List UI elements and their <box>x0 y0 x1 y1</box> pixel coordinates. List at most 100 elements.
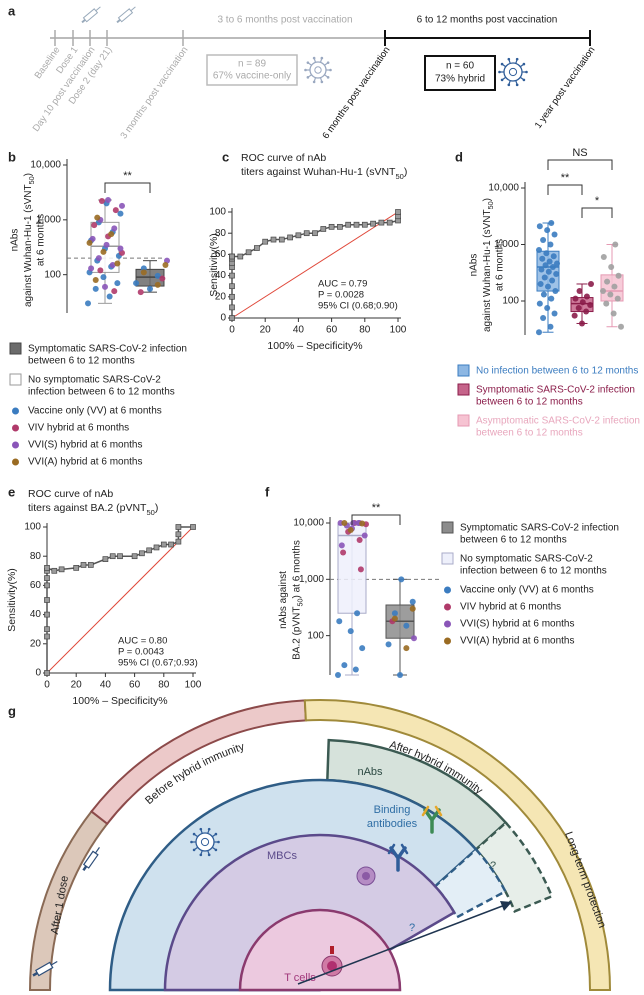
significance-bracket <box>351 514 401 525</box>
significance-label: * <box>595 195 600 207</box>
significance-bracket <box>581 207 613 218</box>
y-tick-label: 100 <box>502 296 519 307</box>
syringe-icon <box>32 960 58 977</box>
reference-line <box>231 211 399 319</box>
significance-bracket <box>104 182 151 193</box>
dot <box>154 272 161 279</box>
y-label-line-part: BA.2 (pVNT <box>291 607 302 660</box>
roc-point <box>229 293 235 300</box>
dot <box>385 641 392 648</box>
syringe-plunger <box>116 19 121 24</box>
roc-point <box>245 249 252 256</box>
dot <box>575 305 582 312</box>
legend-dot <box>12 407 19 415</box>
legend-dot <box>444 586 451 594</box>
dot <box>537 280 544 287</box>
roc-point <box>295 232 302 239</box>
roc-point <box>44 575 50 581</box>
dot <box>398 576 405 583</box>
chart-title: ROC curve of nAb <box>241 152 326 164</box>
syringe-needle <box>94 847 100 854</box>
dot <box>133 280 140 287</box>
dot <box>614 295 621 302</box>
y-label-line-part: ) <box>482 198 493 201</box>
dot <box>587 301 594 308</box>
legend-label: VVI(S) hybrid at 6 months <box>28 440 143 451</box>
dot <box>88 265 95 272</box>
x-tick-label: 60 <box>129 680 141 691</box>
legend-swatch <box>457 364 470 377</box>
dot <box>137 289 144 296</box>
chart-title-part: ) <box>404 166 408 178</box>
virus-spike-head <box>192 832 196 836</box>
virus-spike-head <box>214 848 218 852</box>
x-axis-label: 100% – Specificity% <box>267 340 362 352</box>
syringe-needle <box>50 960 58 966</box>
dot <box>117 245 124 252</box>
dot <box>341 662 348 669</box>
dot <box>91 222 98 229</box>
dot <box>111 225 118 232</box>
y-tick-label: 20 <box>215 291 227 302</box>
roc-point <box>378 219 385 226</box>
roc-point <box>175 538 182 545</box>
y-label-line-sub: 50 <box>296 599 305 607</box>
dot <box>610 310 617 317</box>
roc-point <box>175 531 182 538</box>
dot <box>359 520 366 527</box>
legend-label: Vaccine only (VV) at 6 months <box>460 585 594 596</box>
dot <box>108 231 115 238</box>
roc-point <box>320 226 327 232</box>
virus-spike-head <box>515 57 519 61</box>
syringe-barrel <box>82 8 99 23</box>
dot <box>147 285 153 292</box>
chart-title-part: titers against Wuhan-Hu-1 (sVNT <box>241 166 396 178</box>
virus-spike-head <box>500 78 504 82</box>
dot <box>336 618 343 625</box>
y-tick-label: 0 <box>220 313 226 324</box>
dot <box>106 293 113 300</box>
virus-spike-head <box>304 68 307 72</box>
dot <box>612 241 619 248</box>
dot <box>361 532 368 539</box>
legend-swatch <box>441 552 454 565</box>
roc-point <box>370 220 376 227</box>
cohort-text: 67% vaccine-only <box>213 71 291 82</box>
roc-point <box>44 611 50 618</box>
x-tick-label: 0 <box>229 325 235 336</box>
y-tick-label: 10,000 <box>488 183 519 194</box>
chart-title: titers against Wuhan-Hu-1 (sVNT50) <box>241 166 407 181</box>
y-label-line: against Wuhan-Hu-1 (sVNT50) <box>482 198 496 332</box>
syringe-plunger <box>82 865 88 872</box>
dot <box>549 263 556 270</box>
virus-spike-head <box>326 61 330 64</box>
panel-label: e <box>8 484 15 499</box>
syringe-icon <box>116 6 136 24</box>
antibody-icon-tip <box>387 843 409 855</box>
dot <box>154 281 161 288</box>
dot <box>603 300 610 307</box>
annotation: AUC = 0.79 <box>318 279 367 290</box>
dot <box>549 277 556 284</box>
dot <box>97 267 104 274</box>
x-tick-label: 100 <box>390 325 407 336</box>
dot <box>542 262 549 269</box>
unknown-label: ? <box>409 922 415 934</box>
virus-spike-head <box>217 840 220 844</box>
roc-point <box>146 547 153 554</box>
dot <box>611 283 618 290</box>
dot <box>354 610 361 617</box>
tcell-icon-core <box>327 961 337 971</box>
dot <box>86 239 93 246</box>
protection-arrowhead <box>500 901 512 911</box>
virus-spike-head <box>214 832 218 836</box>
dot <box>92 276 99 283</box>
roc-point <box>312 230 318 237</box>
cohort-text: n = 60 <box>446 61 475 72</box>
legend-label: VIV hybrid at 6 months <box>28 423 129 434</box>
milestone-label: 3 months post vaccination <box>119 45 191 141</box>
y-tick-label: 60 <box>30 580 42 591</box>
dot <box>341 520 348 526</box>
dot <box>102 283 108 290</box>
dot <box>536 223 543 230</box>
